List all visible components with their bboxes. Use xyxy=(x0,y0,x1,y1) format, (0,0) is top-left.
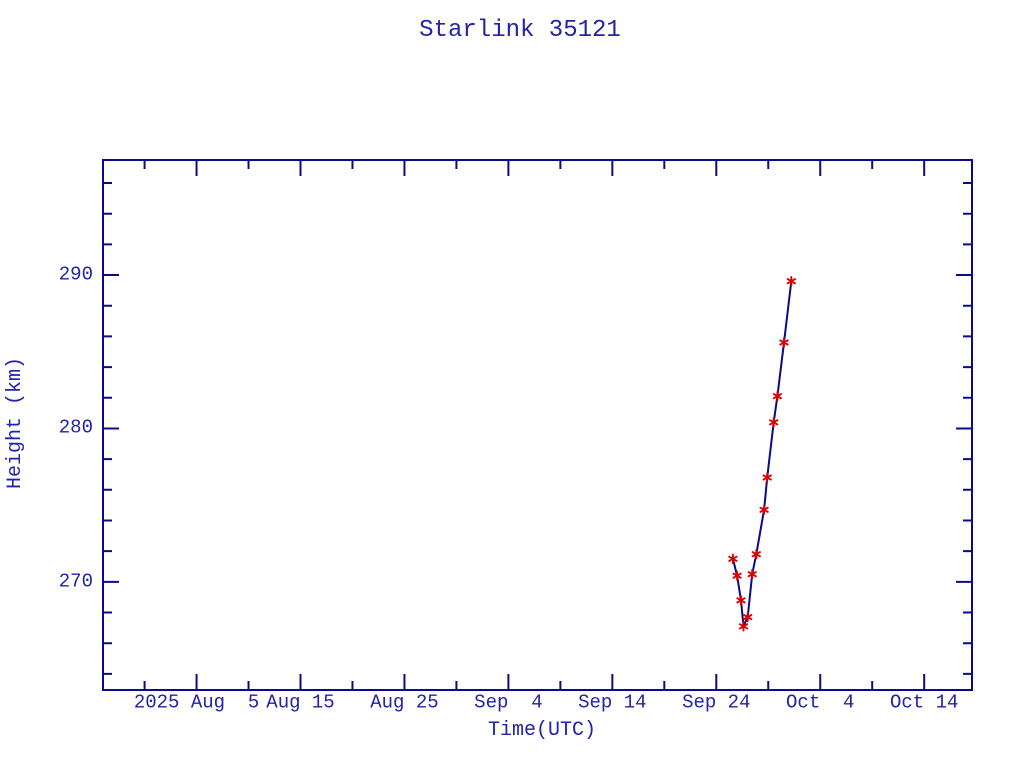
x-tick-label: Aug 15 xyxy=(266,691,335,714)
y-tick-label: 270 xyxy=(58,570,93,593)
y-tick-label: 280 xyxy=(58,416,93,439)
x-axis-label: Time(UTC) xyxy=(487,719,597,742)
chart-title: Starlink 35121 xyxy=(419,17,621,44)
height-line xyxy=(731,281,793,631)
x-tick-label: Sep 14 xyxy=(578,691,647,714)
axis-frame xyxy=(102,159,973,691)
x-tick-label: Sep 4 xyxy=(474,691,543,714)
y-tick-label: 290 xyxy=(58,263,93,286)
axis-ticks xyxy=(103,160,972,690)
x-tick-label: Oct 4 xyxy=(786,691,855,714)
x-tick-label: Sep 24 xyxy=(682,691,751,714)
x-tick-label: 2025 Aug 5 xyxy=(133,691,260,714)
x-tick-label: Oct 14 xyxy=(889,691,959,714)
x-tick-label: Aug 25 xyxy=(370,691,439,714)
data-point-markers xyxy=(728,276,796,632)
